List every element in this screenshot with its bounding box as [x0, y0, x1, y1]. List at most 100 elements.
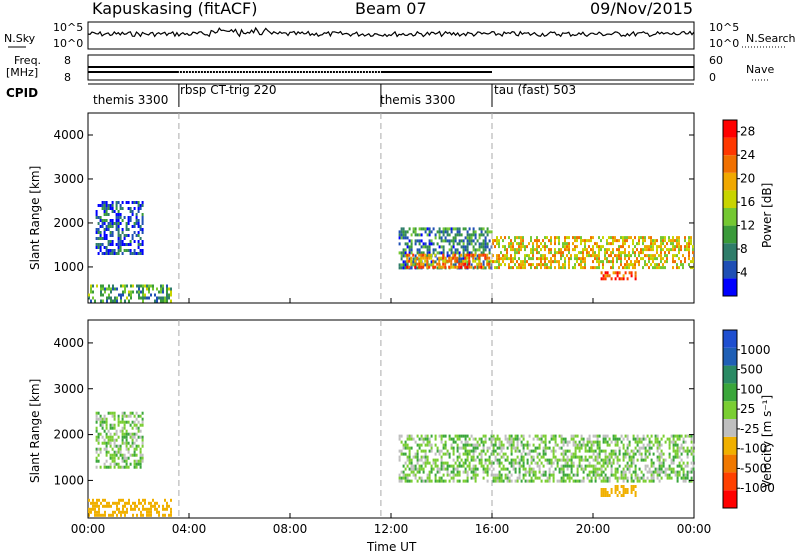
echo-cell [638, 260, 640, 264]
echo-cell [124, 299, 126, 303]
echo-cell [466, 239, 469, 243]
echo-cell [560, 254, 562, 258]
echo-cell [156, 287, 158, 291]
echo-cell [472, 266, 475, 270]
echo-cell [690, 236, 692, 240]
echo-cell [115, 216, 118, 219]
echo-cell [133, 447, 136, 451]
echo-cell [430, 449, 433, 453]
echo-cell [468, 464, 471, 468]
echo-cell [142, 507, 144, 511]
echo-cell [616, 254, 618, 258]
echo-cell [124, 501, 126, 505]
echo-cell [164, 513, 166, 517]
echo-cell [99, 234, 102, 237]
echo-cell [472, 248, 475, 252]
echo-region [600, 485, 637, 497]
echo-cell [486, 479, 489, 483]
echo-cell [90, 507, 92, 511]
echo-cell [440, 449, 443, 453]
echo-cell [642, 248, 644, 252]
echo-cell [538, 263, 540, 267]
echo-cell [632, 437, 635, 441]
echo-cell [416, 449, 419, 453]
echo-cell [554, 239, 556, 243]
echo-cell [168, 293, 170, 297]
echo-cell [496, 458, 499, 462]
echo-cell [590, 449, 593, 453]
echo-cell [618, 245, 620, 249]
echo-cell [606, 242, 608, 246]
echo-cell [105, 420, 108, 424]
echo-cell [103, 219, 106, 222]
echo-cell [414, 263, 417, 267]
echo-cell [105, 207, 108, 210]
echo-cell [136, 284, 138, 288]
echo-cell [622, 443, 625, 447]
echo-cell [141, 231, 144, 234]
echo-cell [676, 434, 679, 438]
echo-cell [552, 437, 555, 441]
echo-cell [584, 242, 586, 246]
echo-cell [109, 207, 112, 210]
echo-cell [626, 437, 629, 441]
echo-cell [560, 437, 563, 441]
echo-cell [129, 240, 132, 243]
echo-cell [650, 440, 653, 444]
echo-cell [550, 458, 553, 462]
echo-cell [438, 233, 441, 237]
echo-cell [426, 227, 429, 231]
echo-cell [622, 274, 625, 278]
echo-cell [600, 488, 603, 491]
echo-cell [572, 440, 575, 444]
echo-cell [156, 501, 158, 505]
echo-cell [540, 254, 542, 258]
echo-cell [634, 274, 637, 278]
echo-cell [454, 440, 457, 444]
echo-cell [474, 476, 477, 480]
echo-cell [602, 263, 604, 267]
echo-cell [536, 242, 538, 246]
echo-cell [680, 476, 683, 480]
echo-cell [534, 470, 537, 474]
echo-cell [466, 473, 469, 477]
echo-cell [580, 434, 583, 438]
echo-cell [652, 248, 654, 252]
echo-cell [104, 504, 106, 508]
echo-cell [498, 440, 501, 444]
echo-cell [568, 242, 570, 246]
echo-cell [584, 443, 587, 447]
echo-cell [562, 242, 564, 246]
echo-cell [652, 239, 654, 243]
echo-cell [438, 236, 441, 240]
echo-cell [522, 437, 525, 441]
echo-cell [598, 449, 601, 453]
echo-cell [544, 443, 547, 447]
echo-cell [426, 473, 429, 477]
echo-cell [464, 446, 467, 450]
echo-cell [462, 452, 465, 456]
echo-cell [566, 473, 569, 477]
echo-cell [516, 449, 519, 453]
echo-cell [124, 287, 126, 291]
echo-cell [486, 470, 489, 474]
echo-cell [688, 257, 690, 261]
echo-cell [166, 293, 168, 297]
echo-cell [460, 458, 463, 462]
echo-cell [604, 458, 607, 462]
echo-cell [626, 461, 629, 465]
echo-cell [544, 254, 546, 258]
echo-cell [628, 266, 630, 270]
nsearch-bottom-tick: 10^0 [709, 37, 740, 50]
echo-cell [562, 254, 564, 258]
echo-cell [434, 473, 437, 477]
echo-cell [616, 488, 619, 491]
echo-cell [432, 227, 435, 231]
echo-cell [458, 239, 461, 243]
echo-cell [672, 248, 674, 252]
echo-cell [468, 236, 471, 240]
echo-cell [92, 504, 94, 508]
echo-cell [460, 253, 463, 257]
echo-cell [448, 473, 451, 477]
echo-cell [516, 479, 519, 483]
